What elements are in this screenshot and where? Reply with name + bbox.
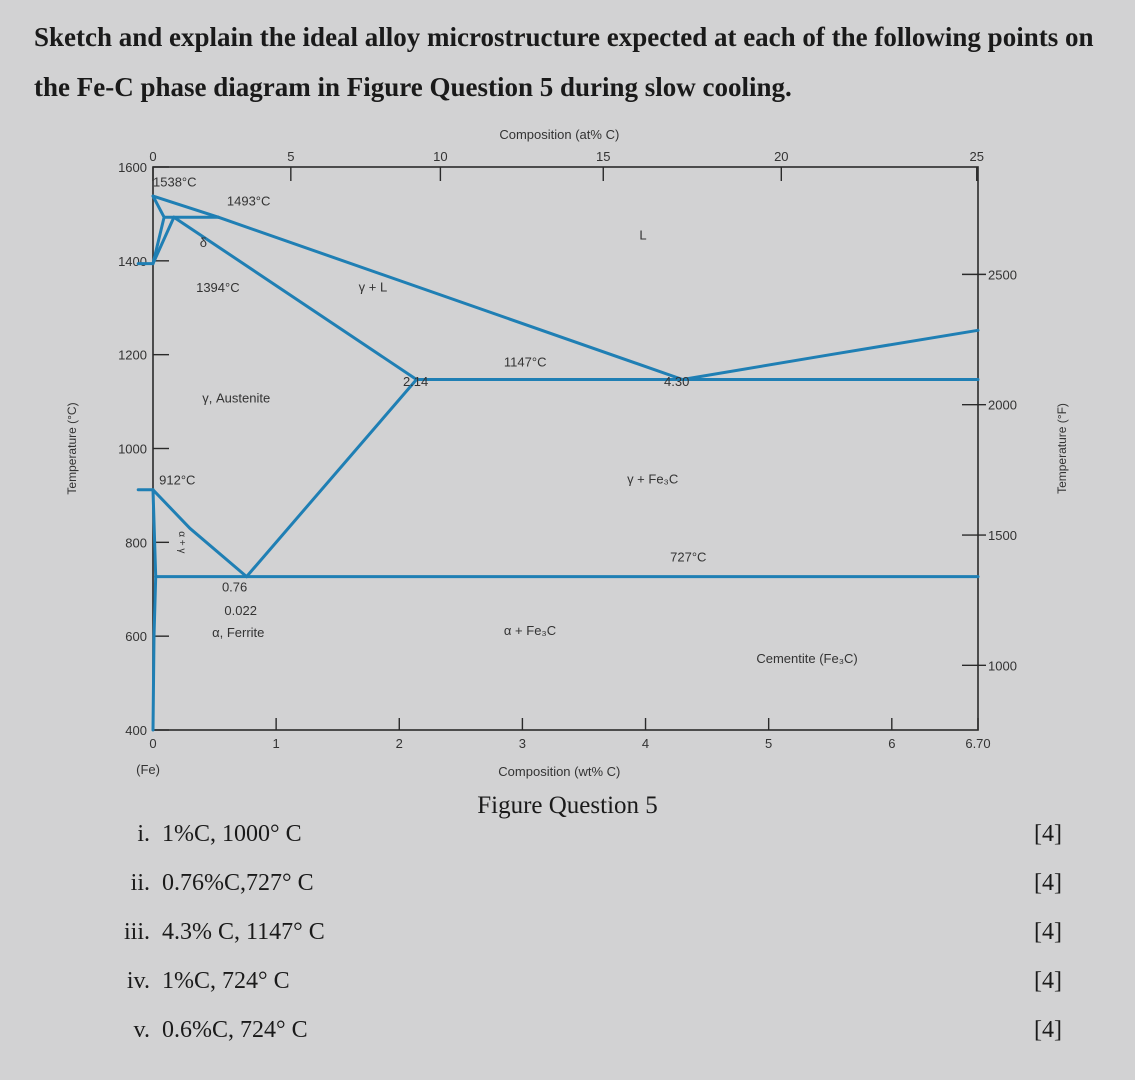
label-gamma-L: γ + L: [359, 279, 388, 294]
top-axis-tick-label: 25: [969, 149, 983, 164]
phase-boundary-ferrite-solvus: [151, 575, 158, 732]
question-item: iv. 1%C, 724° C [4]: [0, 962, 1135, 1006]
bottom-axis-title: Composition (wt% C): [498, 764, 620, 779]
left-axis-title: Temperature (°C): [65, 402, 79, 494]
phase-boundary-delta-solidus: [151, 194, 166, 219]
phase-boundary-acm-line: [245, 378, 418, 579]
item-text: 1%C, 724° C: [162, 968, 290, 994]
phase-boundary-solidus: [172, 215, 418, 381]
label-cementite: Cementite (Fe₃C): [756, 651, 857, 666]
phase-boundary-delta-gamma-lower: [151, 215, 176, 266]
label-alpha-gamma-region: α + γ: [176, 531, 187, 553]
label-4-30: 4.30: [664, 374, 689, 389]
label-alpha-fe3c: α + Fe₃C: [504, 623, 556, 638]
label-delta: δ: [200, 235, 207, 250]
left-axis-tick-label: 1400: [118, 254, 147, 269]
top-axis-tick-label: 10: [433, 149, 447, 164]
top-axis-tick-label: 0: [149, 149, 156, 164]
right-axis-title: Temperature (°F): [1055, 403, 1069, 494]
item-text: 0.6%C, 724° C: [162, 1017, 308, 1043]
label-2-14: 2.14: [403, 374, 428, 389]
item-text: 4.3% C, 1147° C: [162, 919, 325, 945]
bottom-axis-tick-label: 6: [888, 736, 895, 751]
bottom-axis-tick-label: 5: [765, 736, 772, 751]
bottom-axis-tick-label: 4: [642, 736, 649, 751]
bottom-axis-sublabel: (Fe): [136, 762, 160, 777]
left-axis-tick-label: 1200: [118, 348, 147, 363]
item-number: iv.: [126, 968, 150, 994]
label-ferrite: α, Ferrite: [212, 625, 264, 640]
label-austenite: γ, Austenite: [202, 391, 270, 406]
item-marks: [4]: [1034, 1017, 1062, 1043]
question-item: iii. 4.3% C, 1147° C [4]: [0, 913, 1135, 957]
plot-background: [0, 110, 1135, 790]
label-1147: 1147°C: [504, 354, 547, 369]
question-item: ii. 0.76%C,727° C [4]: [0, 864, 1135, 908]
right-axis-tick-label: 2000: [988, 398, 1017, 413]
bottom-axis-tick-label: 6.70: [965, 736, 990, 751]
left-axis-tick-label: 800: [125, 535, 147, 550]
top-axis-tick-label: 20: [774, 149, 788, 164]
label-L: L: [639, 228, 646, 243]
item-marks: [4]: [1034, 968, 1062, 994]
left-axis-tick-label: 600: [125, 629, 147, 644]
question-item: i. 1%C, 1000° C [4]: [0, 815, 1135, 859]
bottom-axis-tick-label: 1: [273, 736, 280, 751]
item-text: 1%C, 1000° C: [162, 821, 302, 847]
label-1394: 1394°C: [196, 280, 240, 295]
item-marks: [4]: [1034, 919, 1062, 945]
item-text: 0.76%C,727° C: [162, 870, 314, 896]
label-1493: 1493°C: [227, 193, 271, 208]
phase-boundary-liquidus-left: [151, 194, 220, 219]
top-axis-tick-label: 5: [287, 149, 294, 164]
bottom-axis-tick-label: 0: [149, 736, 156, 751]
label-1538: 1538°C: [153, 175, 197, 190]
left-axis-tick-label: 400: [125, 723, 147, 738]
item-number: i.: [137, 821, 150, 847]
question-item: v. 0.6%C, 724° C [4]: [0, 1011, 1135, 1055]
item-number: iii.: [123, 919, 150, 945]
question-intro: Sketch and explain the ideal alloy micro…: [34, 22, 1094, 102]
item-marks: [4]: [1034, 821, 1062, 847]
label-727: 727°C: [670, 550, 706, 565]
phase-boundary-liquidus-right: [681, 328, 980, 381]
phase-boundary-alpha-gamma: [151, 488, 158, 579]
left-axis-tick-label: 1000: [118, 442, 147, 457]
item-number: v.: [133, 1017, 150, 1043]
right-axis-tick-label: 1500: [988, 528, 1017, 543]
phase-boundary-a3-line: [151, 488, 249, 579]
top-axis-tick-label: 15: [596, 149, 610, 164]
right-axis-tick-label: 2500: [988, 267, 1017, 282]
figure-caption: Figure Question 5: [477, 792, 658, 819]
right-axis-tick-label: 1000: [988, 658, 1017, 673]
label-0-76: 0.76: [222, 580, 247, 595]
label-912: 912°C: [159, 473, 195, 488]
bottom-axis-tick-label: 2: [396, 736, 403, 751]
item-number: ii.: [130, 870, 150, 896]
phase-boundary-liquidus-main: [216, 215, 684, 381]
item-marks: [4]: [1034, 870, 1062, 896]
top-axis-title: Composition (at% C): [499, 127, 619, 142]
left-axis-tick-label: 1600: [118, 160, 147, 175]
label-gamma-fe3c: γ + Fe₃C: [627, 472, 678, 487]
bottom-axis-tick-label: 3: [519, 736, 526, 751]
label-0-022: 0.022: [224, 603, 257, 618]
